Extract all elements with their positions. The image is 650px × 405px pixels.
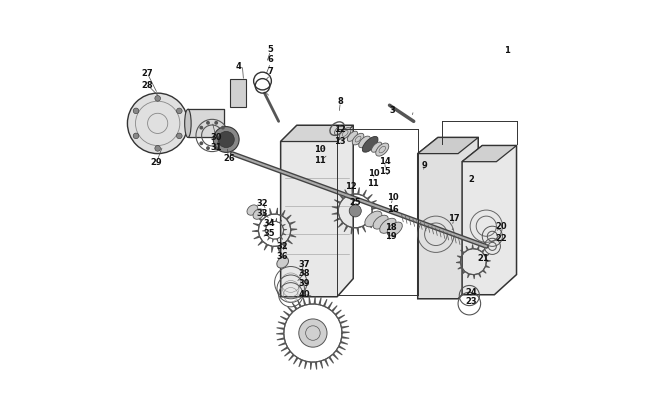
Text: 33: 33: [256, 208, 268, 217]
Text: 38: 38: [298, 269, 310, 278]
Circle shape: [133, 134, 139, 139]
Text: 5: 5: [268, 45, 274, 54]
Text: 12: 12: [345, 181, 357, 190]
Polygon shape: [418, 138, 478, 299]
Polygon shape: [462, 146, 517, 295]
Text: 19: 19: [385, 231, 396, 240]
Text: 17: 17: [448, 213, 460, 222]
Ellipse shape: [335, 127, 344, 136]
Polygon shape: [281, 126, 353, 142]
Ellipse shape: [372, 143, 382, 153]
Polygon shape: [462, 146, 517, 162]
Text: 32: 32: [256, 198, 268, 207]
Circle shape: [214, 147, 218, 151]
Ellipse shape: [277, 257, 289, 269]
Bar: [230, 80, 246, 108]
Circle shape: [206, 122, 210, 126]
Text: 22: 22: [495, 233, 507, 242]
Circle shape: [221, 126, 225, 130]
Ellipse shape: [362, 137, 378, 153]
Circle shape: [218, 132, 234, 148]
Ellipse shape: [380, 219, 396, 234]
Ellipse shape: [376, 144, 389, 157]
Circle shape: [127, 94, 188, 154]
Text: 14: 14: [379, 156, 391, 165]
Circle shape: [177, 134, 182, 139]
Text: 10: 10: [315, 145, 326, 154]
Ellipse shape: [373, 216, 388, 230]
Ellipse shape: [185, 110, 191, 138]
Ellipse shape: [253, 209, 264, 220]
Ellipse shape: [347, 132, 358, 142]
Circle shape: [177, 109, 182, 114]
Circle shape: [206, 147, 210, 151]
Text: 16: 16: [387, 205, 398, 213]
Text: 29: 29: [151, 158, 162, 167]
Ellipse shape: [352, 134, 364, 145]
Polygon shape: [188, 110, 224, 138]
Text: 31: 31: [211, 143, 222, 151]
Text: 12: 12: [335, 124, 346, 133]
Text: 35: 35: [263, 228, 275, 237]
Text: 3: 3: [390, 105, 396, 115]
Circle shape: [299, 319, 327, 347]
Text: 21: 21: [477, 254, 489, 262]
Text: 6: 6: [268, 55, 274, 64]
Text: 10: 10: [367, 168, 379, 178]
Polygon shape: [281, 126, 353, 297]
Text: 18: 18: [385, 222, 396, 231]
Circle shape: [155, 146, 161, 152]
Text: 9: 9: [422, 160, 428, 169]
Circle shape: [200, 142, 203, 146]
Text: 10: 10: [387, 192, 398, 201]
Text: 23: 23: [465, 296, 477, 305]
Text: 34: 34: [263, 218, 275, 227]
Text: 40: 40: [298, 289, 310, 298]
Text: 15: 15: [379, 166, 391, 176]
Circle shape: [214, 122, 218, 126]
Ellipse shape: [339, 128, 351, 140]
Ellipse shape: [359, 137, 370, 148]
Text: 39: 39: [298, 279, 310, 288]
Circle shape: [349, 205, 361, 217]
Circle shape: [133, 109, 139, 114]
Text: 1: 1: [504, 46, 510, 55]
Circle shape: [213, 127, 239, 153]
Text: 30: 30: [211, 132, 222, 141]
Text: 4: 4: [236, 62, 242, 71]
Text: 2: 2: [468, 175, 474, 183]
Polygon shape: [418, 138, 478, 154]
Text: 11: 11: [315, 156, 326, 164]
Text: 27: 27: [142, 69, 153, 78]
Text: 8: 8: [337, 97, 343, 106]
Circle shape: [221, 142, 225, 146]
Ellipse shape: [387, 222, 402, 237]
Text: 13: 13: [335, 136, 346, 145]
Text: 7: 7: [268, 67, 274, 76]
Ellipse shape: [365, 211, 382, 227]
Text: 36: 36: [277, 251, 289, 260]
Ellipse shape: [247, 205, 258, 216]
Text: 28: 28: [142, 81, 153, 90]
Circle shape: [155, 96, 161, 102]
Text: 20: 20: [495, 222, 506, 231]
Text: 25: 25: [349, 197, 361, 206]
Circle shape: [200, 126, 203, 130]
Text: 32: 32: [277, 241, 289, 250]
Text: 26: 26: [223, 154, 235, 163]
Text: 37: 37: [298, 259, 310, 268]
Text: 24: 24: [465, 287, 477, 296]
Text: 11: 11: [367, 179, 379, 188]
